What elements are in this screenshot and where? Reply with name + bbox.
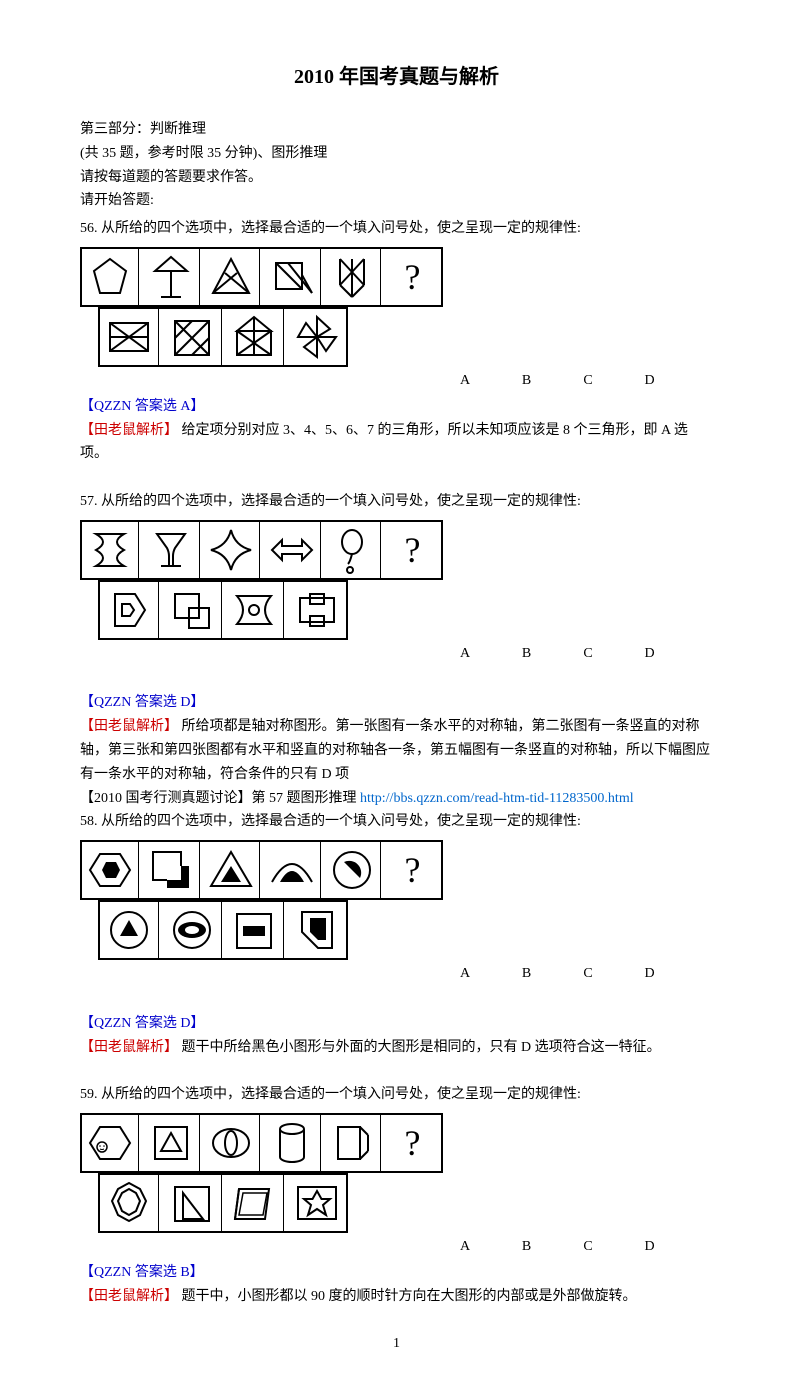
q59-figure: ? A B C D [80, 1113, 713, 1259]
q57-opt-d-icon [288, 582, 346, 638]
q57-seq-4-icon [264, 522, 320, 578]
q59-opt-b-icon [163, 1175, 221, 1231]
q59-opt-d-icon [288, 1175, 346, 1231]
q58-src: 【田老鼠解析】 [80, 1040, 178, 1055]
q59-label-d: D [621, 1235, 679, 1259]
q56-seq-4-icon [264, 249, 320, 305]
q59-seq-3-icon [203, 1115, 259, 1171]
q57-opt-c-icon [225, 582, 283, 638]
section-inst2: 请开始答题: [80, 189, 713, 213]
q59-label-a: A [436, 1235, 494, 1259]
q57-answer: 【QZZN 答案选 D】 [80, 691, 713, 715]
q56-seq-1-icon [82, 249, 138, 305]
q59-explanation: 题干中，小图形都以 90 度的顺时针方向在大图形的内部或是外部做旋转。 [178, 1289, 637, 1304]
q57-seq-2-icon [143, 522, 199, 578]
q57-seq-1-icon [82, 522, 138, 578]
q58-label-c: C [559, 962, 617, 986]
q56-question-mark-icon: ? [385, 249, 441, 305]
q59-stem: 59. 从所给的四个选项中，选择最合适的一个填入问号处，使之呈现一定的规律性: [80, 1083, 713, 1107]
q59-answer: 【QZZN 答案选 B】 [80, 1261, 713, 1285]
q58-seq-3-icon [203, 842, 259, 898]
section-spec: (共 35 题，参考时限 35 分钟)、图形推理 [80, 142, 713, 166]
q58-label-d: D [621, 962, 679, 986]
q57-seq-3-icon [203, 522, 259, 578]
q56-opt-b-icon [163, 309, 221, 365]
q56-seq-5-icon [324, 249, 380, 305]
q56-label-b: B [498, 369, 556, 393]
q57-label-a: A [436, 642, 494, 666]
page-title: 2010 年国考真题与解析 [80, 60, 713, 94]
q56-stem: 56. 从所给的四个选项中，选择最合适的一个填入问号处，使之呈现一定的规律性: [80, 217, 713, 241]
q58-figure: ? A B C D [80, 840, 713, 986]
q57-label-c: C [559, 642, 617, 666]
q57-seq-5-icon [324, 522, 380, 578]
q58-seq-1-icon [82, 842, 138, 898]
q56-seq-3-icon [203, 249, 259, 305]
q56-figure: ? A B C D [80, 247, 713, 393]
q59-question-mark-icon: ? [385, 1115, 441, 1171]
q56-src: 【田老鼠解析】 [80, 423, 178, 438]
q58-opt-d-icon [288, 902, 346, 958]
q58-label-b: B [498, 962, 556, 986]
q56-label-d: D [621, 369, 679, 393]
q59-seq-4-icon [264, 1115, 320, 1171]
q58-opt-b-icon [163, 902, 221, 958]
q59-label-c: C [559, 1235, 617, 1259]
q56-answer: 【QZZN 答案选 A】 [80, 395, 713, 419]
q57-discussion-label: 【2010 国考行测真题讨论】第 57 题图形推理 [80, 791, 360, 806]
q58-opt-a-icon [100, 902, 158, 958]
q57-opt-a-icon [100, 582, 158, 638]
q57-question-mark-icon: ? [385, 522, 441, 578]
q57-figure: ? A B C D [80, 520, 713, 666]
q56-opt-c-icon [225, 309, 283, 365]
q57-src: 【田老鼠解析】 [80, 719, 178, 734]
section-part: 第三部分：判断推理 [80, 118, 713, 142]
q58-explanation: 题干中所给黑色小图形与外面的大图形是相同的，只有 D 选项符合这一特征。 [178, 1040, 661, 1055]
q58-seq-5-icon [324, 842, 380, 898]
q57-stem: 57. 从所给的四个选项中，选择最合适的一个填入问号处，使之呈现一定的规律性: [80, 490, 713, 514]
q56-label-c: C [559, 369, 617, 393]
q56-seq-2-icon [143, 249, 199, 305]
q57-label-d: D [621, 642, 679, 666]
q58-question-mark-icon: ? [385, 842, 441, 898]
page-number: 1 [80, 1332, 713, 1356]
q58-label-a: A [436, 962, 494, 986]
q59-seq-5-icon [324, 1115, 380, 1171]
q59-seq-1-icon [82, 1115, 138, 1171]
q58-seq-2-icon [143, 842, 199, 898]
q59-opt-a-icon [100, 1175, 158, 1231]
q56-opt-a-icon [100, 309, 158, 365]
q57-opt-b-icon [163, 582, 221, 638]
q56-opt-d-icon [288, 309, 346, 365]
q58-opt-c-icon [225, 902, 283, 958]
q59-label-b: B [498, 1235, 556, 1259]
q59-opt-c-icon [225, 1175, 283, 1231]
section-inst1: 请按每道题的答题要求作答。 [80, 166, 713, 190]
q58-answer: 【QZZN 答案选 D】 [80, 1012, 713, 1036]
q59-seq-2-icon [143, 1115, 199, 1171]
q58-seq-4-icon [264, 842, 320, 898]
q59-src: 【田老鼠解析】 [80, 1289, 178, 1304]
q58-stem: 58. 从所给的四个选项中，选择最合适的一个填入问号处，使之呈现一定的规律性: [80, 810, 713, 834]
q57-discussion-link[interactable]: http://bbs.qzzn.com/read-htm-tid-1128350… [360, 791, 634, 806]
q56-label-a: A [436, 369, 494, 393]
q57-label-b: B [498, 642, 556, 666]
